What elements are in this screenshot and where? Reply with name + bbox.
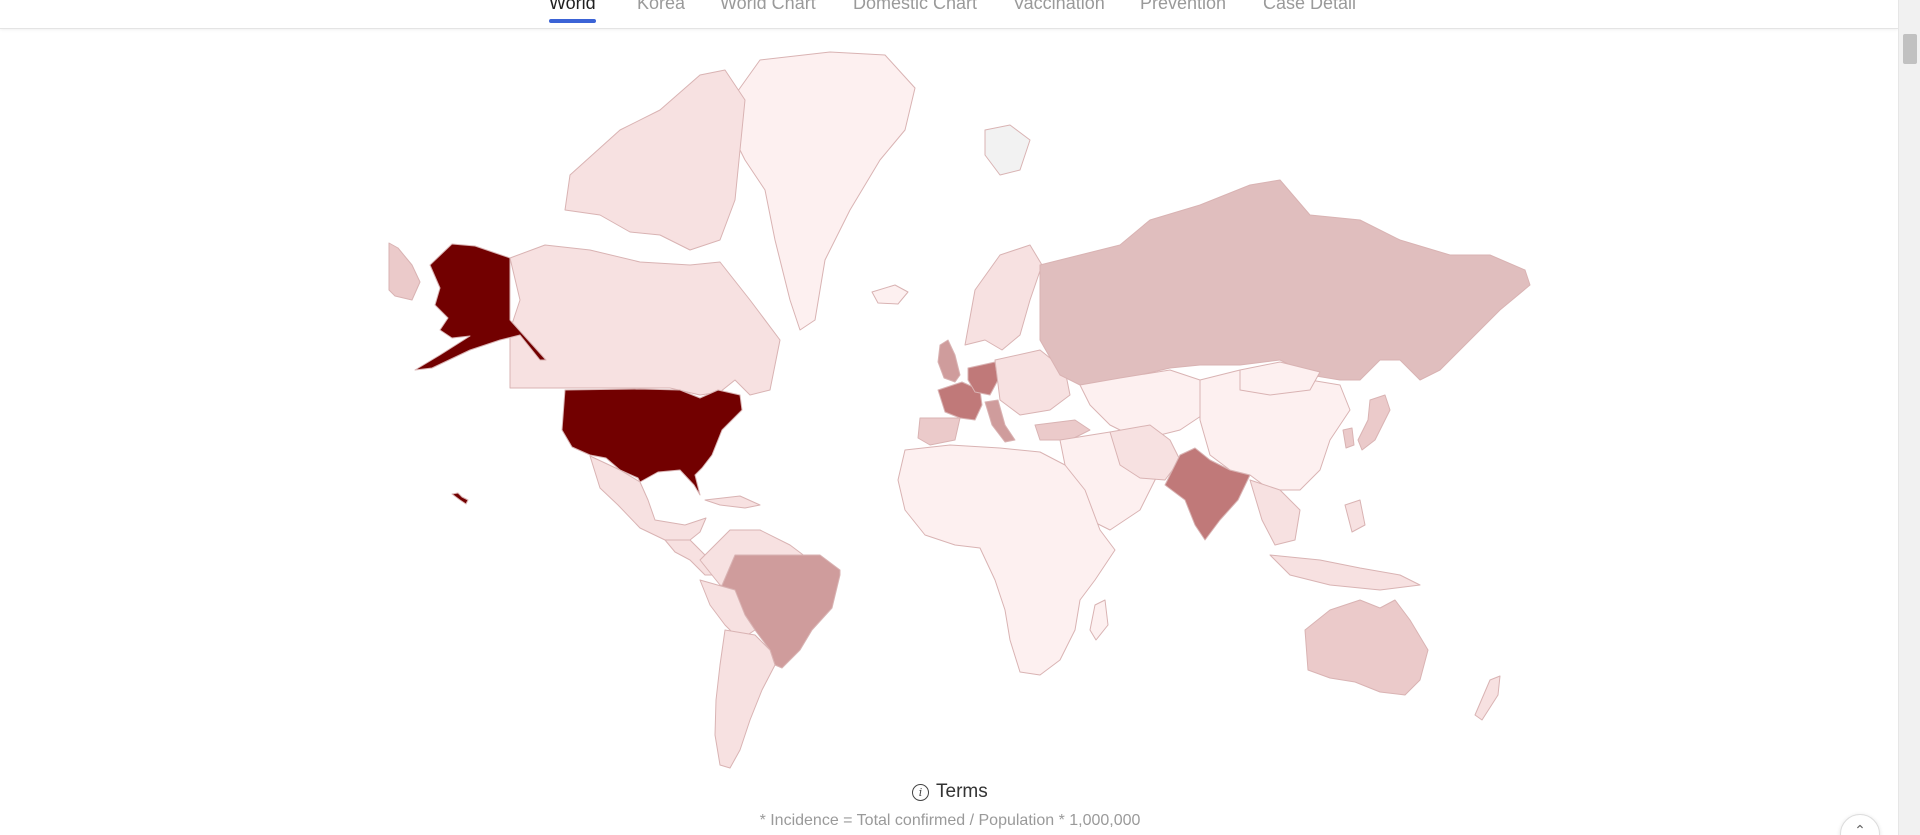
country-svalbard[interactable]	[984, 124, 1031, 176]
country-japan[interactable]	[1357, 394, 1391, 451]
country-new-zealand[interactable]	[1474, 675, 1501, 721]
country-hawaii[interactable]	[451, 492, 469, 505]
tab-label: Vaccination	[1013, 0, 1105, 13]
country-australia[interactable]	[1304, 599, 1429, 696]
country-mongolia[interactable]	[1239, 361, 1321, 396]
country-alaska[interactable]	[414, 243, 547, 371]
terms-link[interactable]: i Terms	[912, 779, 988, 805]
country-scandinavia[interactable]	[964, 244, 1043, 351]
country-india[interactable]	[1164, 447, 1251, 541]
tab-case-detail[interactable]: Case Detail	[1263, 0, 1356, 22]
country-africa[interactable]	[897, 444, 1116, 676]
tab-label: Domestic Chart	[853, 0, 978, 13]
tab-vaccination[interactable]: Vaccination	[1013, 0, 1105, 22]
tab-world[interactable]: World	[549, 0, 596, 23]
country-korea[interactable]	[1342, 427, 1355, 449]
country-russia-west-edge[interactable]	[388, 242, 421, 301]
country-iceland[interactable]	[871, 284, 909, 305]
incidence-note: * Incidence = Total confirmed / Populati…	[759, 812, 1141, 829]
scrollbar-thumb[interactable]	[1903, 34, 1917, 64]
country-uk[interactable]	[937, 339, 961, 383]
chevron-up-icon: ⌃	[1854, 822, 1866, 835]
scroll-top-button[interactable]: ⌃	[1840, 814, 1880, 835]
tab-prevention[interactable]: Prevention	[1140, 0, 1226, 22]
country-turkey[interactable]	[1034, 419, 1091, 441]
country-mexico[interactable]	[589, 455, 707, 541]
country-canada-islands[interactable]	[564, 69, 746, 251]
world-map[interactable]	[385, 46, 1535, 776]
tab-label: Prevention	[1140, 0, 1227, 13]
country-russia[interactable]	[1039, 179, 1531, 386]
country-madagascar[interactable]	[1089, 599, 1109, 641]
tab-label: Korea	[637, 0, 686, 13]
tab-world-chart[interactable]: World Chart	[720, 0, 816, 22]
info-icon: i	[912, 783, 929, 801]
country-argentina-chile[interactable]	[714, 629, 776, 769]
scrollbar[interactable]	[1898, 0, 1920, 835]
country-canada[interactable]	[509, 244, 781, 396]
tab-domestic-chart[interactable]: Domestic Chart	[853, 0, 977, 22]
tab-label: World Chart	[720, 0, 816, 13]
country-central-asia[interactable]	[1079, 369, 1211, 441]
country-southeast-asia[interactable]	[1249, 479, 1301, 546]
tab-korea[interactable]: Korea	[637, 0, 685, 22]
terms-label: Terms	[936, 781, 988, 802]
active-tab-indicator	[549, 19, 596, 23]
country-caribbean[interactable]	[704, 495, 761, 509]
country-spain-portugal[interactable]	[917, 417, 961, 446]
tab-label: World	[549, 0, 596, 13]
country-eastern-europe[interactable]	[994, 349, 1071, 416]
country-usa[interactable]	[561, 388, 743, 496]
tab-label: Case Detail	[1263, 0, 1357, 13]
country-philippines[interactable]	[1344, 499, 1366, 533]
top-nav: World Korea World Chart Domestic Chart V…	[0, 0, 1898, 29]
country-indonesia[interactable]	[1269, 554, 1421, 591]
country-france[interactable]	[937, 381, 983, 421]
country-italy[interactable]	[984, 399, 1016, 443]
